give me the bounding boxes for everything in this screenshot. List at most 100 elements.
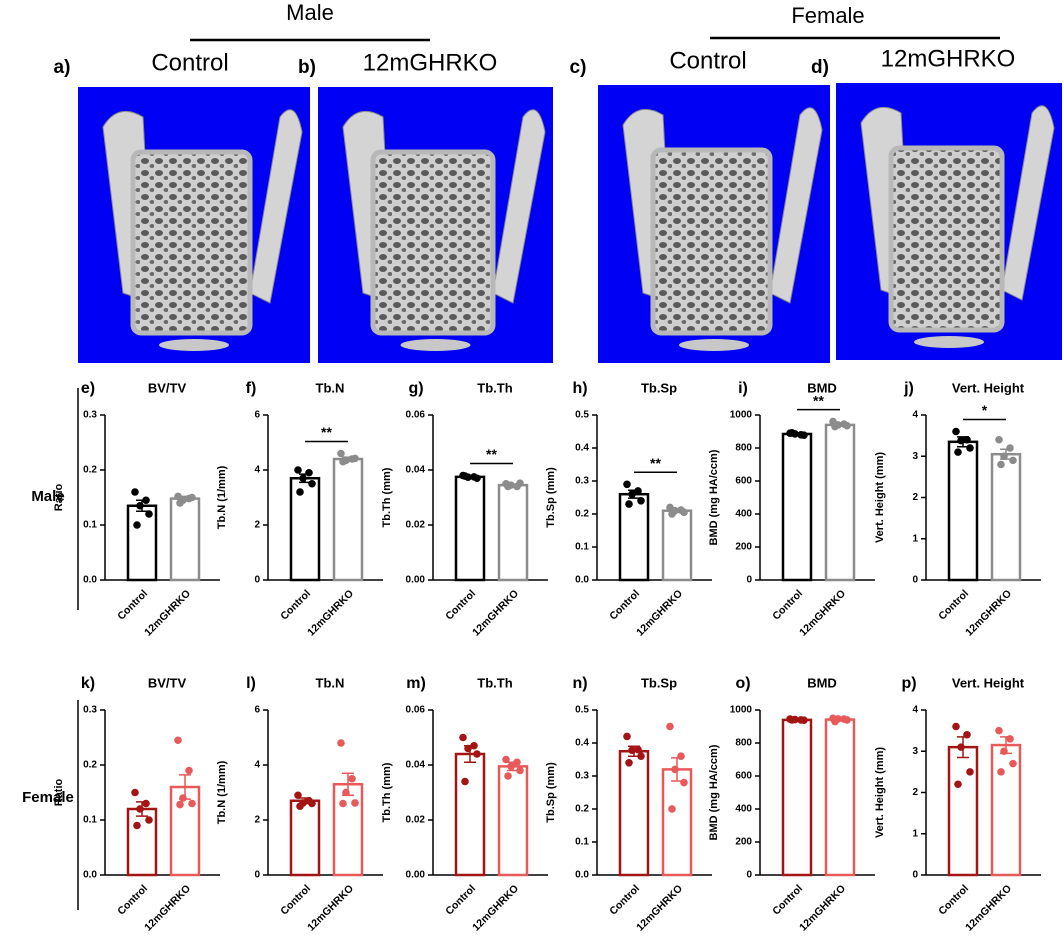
y-tick-label: 0 bbox=[912, 870, 918, 881]
bar bbox=[663, 769, 691, 875]
panel-label: o) bbox=[735, 675, 750, 692]
x-tick-label: 12mGHRKO bbox=[142, 588, 193, 639]
data-point bbox=[299, 474, 307, 482]
x-tick-label: Control bbox=[936, 588, 971, 623]
data-point bbox=[351, 455, 359, 463]
bar bbox=[620, 494, 648, 580]
x-tick-label: Control bbox=[607, 588, 642, 623]
y-axis-label: Ratio bbox=[53, 778, 65, 806]
data-point bbox=[351, 799, 359, 807]
bar bbox=[128, 506, 156, 580]
bar bbox=[334, 784, 362, 875]
data-point bbox=[296, 488, 304, 496]
y-tick-label: 2 bbox=[254, 520, 260, 531]
data-point bbox=[342, 789, 350, 797]
significance-label: ** bbox=[321, 424, 332, 440]
y-tick-label: 6 bbox=[254, 705, 260, 716]
data-point bbox=[671, 766, 679, 774]
panel-label: d) bbox=[811, 57, 829, 78]
data-point bbox=[142, 800, 150, 808]
data-point bbox=[133, 521, 141, 529]
y-tick-label: 0.2 bbox=[575, 804, 589, 815]
panel-label: h) bbox=[572, 380, 587, 397]
panel-label: e) bbox=[81, 380, 95, 397]
data-point bbox=[957, 743, 965, 751]
y-tick-label: 0 bbox=[254, 575, 260, 586]
data-point bbox=[507, 763, 515, 771]
data-point bbox=[623, 733, 631, 741]
chart-title: Tb.N bbox=[316, 675, 345, 690]
data-point bbox=[668, 510, 676, 518]
y-tick-label: 600 bbox=[735, 476, 752, 487]
bar bbox=[949, 442, 977, 580]
data-point bbox=[296, 802, 304, 810]
data-point bbox=[461, 472, 469, 480]
data-point bbox=[459, 734, 467, 742]
y-tick-label: 2 bbox=[912, 492, 918, 503]
y-axis-label: Tb.Sp (mm) bbox=[545, 762, 557, 823]
x-tick-label: Control bbox=[115, 883, 150, 918]
bone-body bbox=[133, 152, 250, 333]
data-point bbox=[136, 805, 144, 813]
y-tick-label: 200 bbox=[735, 837, 752, 848]
y-tick-label: 0.5 bbox=[575, 705, 589, 716]
y-tick-label: 800 bbox=[735, 443, 752, 454]
data-point bbox=[464, 745, 472, 753]
y-tick-label: 0.06 bbox=[406, 410, 426, 421]
panel-label: n) bbox=[572, 675, 587, 692]
data-point bbox=[1000, 452, 1008, 460]
data-point bbox=[954, 448, 962, 456]
y-tick-label: 0 bbox=[746, 870, 752, 881]
y-tick-label: 0.2 bbox=[83, 760, 97, 771]
y-axis-label: Tb.N (1/mm) bbox=[216, 760, 228, 824]
panel-label: j) bbox=[903, 380, 914, 397]
data-point bbox=[131, 488, 139, 496]
y-tick-label: 0.1 bbox=[575, 542, 589, 553]
panel-label: i) bbox=[738, 380, 748, 397]
bar bbox=[171, 499, 199, 580]
y-tick-label: 0.0 bbox=[575, 870, 589, 881]
x-tick-label: Control bbox=[278, 883, 313, 918]
x-tick-label: Control bbox=[770, 883, 805, 918]
y-tick-label: 0.06 bbox=[406, 705, 426, 716]
y-tick-label: 1 bbox=[912, 828, 918, 839]
data-point bbox=[625, 500, 633, 508]
y-tick-label: 0.3 bbox=[83, 705, 97, 716]
y-tick-label: 0.0 bbox=[575, 575, 589, 586]
bar bbox=[291, 801, 319, 875]
y-tick-label: 0 bbox=[254, 870, 260, 881]
data-point bbox=[308, 800, 316, 808]
bar bbox=[620, 751, 648, 875]
significance-label: ** bbox=[650, 455, 661, 471]
x-tick-label: Control bbox=[443, 588, 478, 623]
data-point bbox=[348, 775, 356, 783]
significance-label: ** bbox=[486, 446, 497, 462]
x-tick-label: Control bbox=[278, 588, 313, 623]
y-tick-label: 0.3 bbox=[83, 410, 97, 421]
bar bbox=[499, 766, 527, 875]
significance-label: ** bbox=[813, 392, 824, 408]
bar bbox=[456, 754, 484, 875]
y-tick-label: 0.04 bbox=[406, 465, 426, 476]
y-tick-label: 3 bbox=[912, 451, 918, 462]
y-tick-label: 0 bbox=[912, 575, 918, 586]
data-point bbox=[677, 752, 685, 760]
panel-label: l) bbox=[246, 675, 256, 692]
y-tick-label: 0.4 bbox=[575, 443, 589, 454]
x-tick-label: 12mGHRKO bbox=[963, 883, 1014, 934]
row-label: Female bbox=[22, 789, 74, 806]
data-point bbox=[831, 423, 839, 431]
data-point bbox=[843, 716, 851, 724]
data-point bbox=[294, 466, 302, 474]
data-point bbox=[995, 436, 1003, 444]
y-tick-label: 200 bbox=[735, 542, 752, 553]
image-title: 12mGHRKO bbox=[881, 45, 1016, 72]
y-tick-label: 2 bbox=[912, 787, 918, 798]
y-tick-label: 6 bbox=[254, 410, 260, 421]
data-point bbox=[666, 723, 674, 731]
y-tick-label: 3 bbox=[912, 746, 918, 757]
image-title: Control bbox=[151, 49, 228, 76]
data-point bbox=[628, 746, 636, 754]
panel-label: a) bbox=[54, 57, 71, 78]
y-tick-label: 4 bbox=[912, 705, 918, 716]
